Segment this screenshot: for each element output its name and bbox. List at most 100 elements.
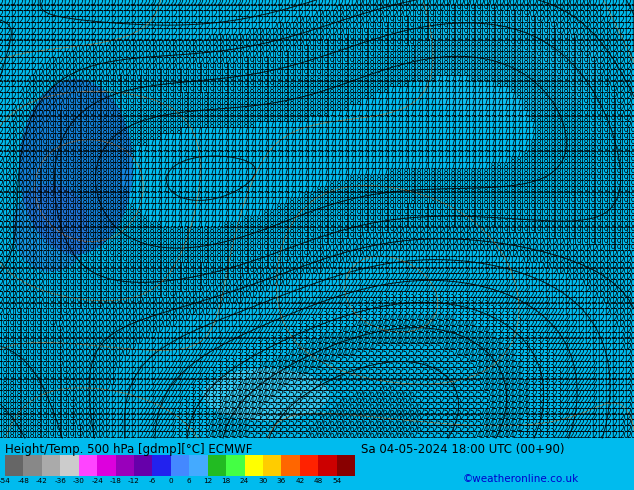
Text: 21: 21	[279, 296, 288, 306]
Text: 21: 21	[599, 343, 609, 352]
Text: 18: 18	[165, 122, 175, 130]
Text: 20: 20	[105, 314, 115, 323]
Text: 19: 19	[593, 197, 602, 206]
Text: 24: 24	[519, 384, 529, 393]
Text: 20: 20	[325, 22, 335, 31]
Text: 18: 18	[285, 116, 295, 124]
Text: 19: 19	[11, 378, 22, 388]
Text: 21: 21	[112, 22, 122, 31]
Text: 20: 20	[312, 256, 322, 265]
Text: 19: 19	[299, 51, 309, 60]
Text: 20: 20	[392, 238, 402, 247]
Text: 24: 24	[499, 414, 508, 422]
Text: 21: 21	[385, 268, 395, 276]
Text: 19: 19	[179, 285, 188, 294]
Text: 20: 20	[85, 314, 95, 323]
Text: 17: 17	[486, 110, 495, 119]
Text: 21: 21	[593, 402, 602, 411]
Text: 17: 17	[185, 203, 195, 212]
Text: 18: 18	[533, 139, 542, 148]
Text: 20: 20	[98, 308, 108, 317]
Text: 20: 20	[493, 4, 502, 13]
Text: 18: 18	[266, 220, 275, 230]
Text: 25: 25	[432, 419, 442, 428]
Text: 17: 17	[406, 110, 415, 119]
Text: 18: 18	[399, 197, 408, 206]
Text: 17: 17	[466, 86, 476, 95]
Text: 17: 17	[219, 215, 228, 224]
Text: 22: 22	[292, 296, 302, 306]
Text: 22: 22	[326, 285, 335, 294]
Text: 20: 20	[539, 256, 549, 265]
Text: 21: 21	[259, 308, 268, 317]
Text: 21: 21	[45, 28, 55, 37]
Text: 12: 12	[203, 478, 212, 484]
Text: 19: 19	[599, 116, 609, 124]
Text: 21: 21	[32, 63, 41, 72]
Text: 21: 21	[586, 302, 595, 312]
Text: 19: 19	[179, 69, 188, 78]
Text: 19: 19	[5, 343, 15, 352]
Text: 20: 20	[593, 262, 602, 270]
Text: 18: 18	[566, 98, 576, 107]
Text: 19: 19	[379, 220, 389, 230]
Text: 18: 18	[372, 80, 382, 89]
Text: 23: 23	[205, 384, 215, 393]
Text: 20: 20	[533, 0, 542, 7]
Text: 21: 21	[12, 16, 22, 25]
Text: 22: 22	[579, 390, 589, 399]
Text: 19: 19	[92, 92, 101, 101]
Text: 21: 21	[165, 28, 175, 37]
Text: 18: 18	[152, 133, 162, 142]
Text: 17: 17	[432, 133, 442, 142]
Text: 17: 17	[285, 127, 295, 136]
Text: 19: 19	[72, 203, 81, 212]
Text: 19: 19	[39, 203, 48, 212]
Text: 21: 21	[132, 431, 141, 440]
Text: 20: 20	[593, 16, 602, 25]
Text: 17: 17	[172, 162, 181, 171]
Text: 19: 19	[65, 262, 75, 270]
Text: 23: 23	[205, 390, 215, 399]
Text: 20: 20	[25, 174, 35, 183]
Text: 17: 17	[179, 209, 188, 218]
Text: 18: 18	[205, 244, 215, 253]
Text: 20: 20	[18, 220, 28, 230]
Text: 19: 19	[72, 98, 81, 107]
Text: 18: 18	[540, 145, 549, 154]
Text: 19: 19	[385, 45, 395, 54]
Text: 20: 20	[245, 51, 255, 60]
Text: 17: 17	[392, 145, 402, 154]
Text: 17: 17	[205, 209, 215, 218]
Text: 21: 21	[619, 34, 629, 43]
Bar	[42, 455, 60, 476]
Text: 23: 23	[232, 349, 242, 358]
Text: 23: 23	[232, 367, 242, 376]
Text: 21: 21	[18, 28, 28, 37]
Text: 19: 19	[619, 174, 629, 183]
Text: 17: 17	[499, 145, 508, 154]
Text: 19: 19	[292, 74, 302, 83]
Text: 20: 20	[419, 238, 429, 247]
Text: 20: 20	[432, 226, 442, 236]
Text: 26: 26	[325, 425, 335, 434]
Text: 17: 17	[432, 116, 442, 124]
Text: 18: 18	[472, 168, 482, 177]
Text: 21: 21	[245, 308, 255, 317]
Text: 19: 19	[45, 197, 55, 206]
Text: 22: 22	[559, 390, 569, 399]
Text: 17: 17	[212, 192, 222, 200]
Text: 23: 23	[353, 314, 362, 323]
Text: 20: 20	[559, 250, 569, 259]
Text: 21: 21	[306, 291, 315, 300]
Text: 23: 23	[425, 296, 436, 306]
Text: 21: 21	[198, 320, 208, 329]
Text: 20: 20	[172, 45, 181, 54]
Text: 21: 21	[212, 28, 222, 37]
Text: 19: 19	[579, 226, 589, 236]
Text: 25: 25	[425, 408, 436, 416]
Text: 18: 18	[533, 168, 542, 177]
Text: 18: 18	[339, 192, 349, 200]
Text: 19: 19	[165, 262, 175, 270]
Text: 18: 18	[92, 133, 101, 142]
